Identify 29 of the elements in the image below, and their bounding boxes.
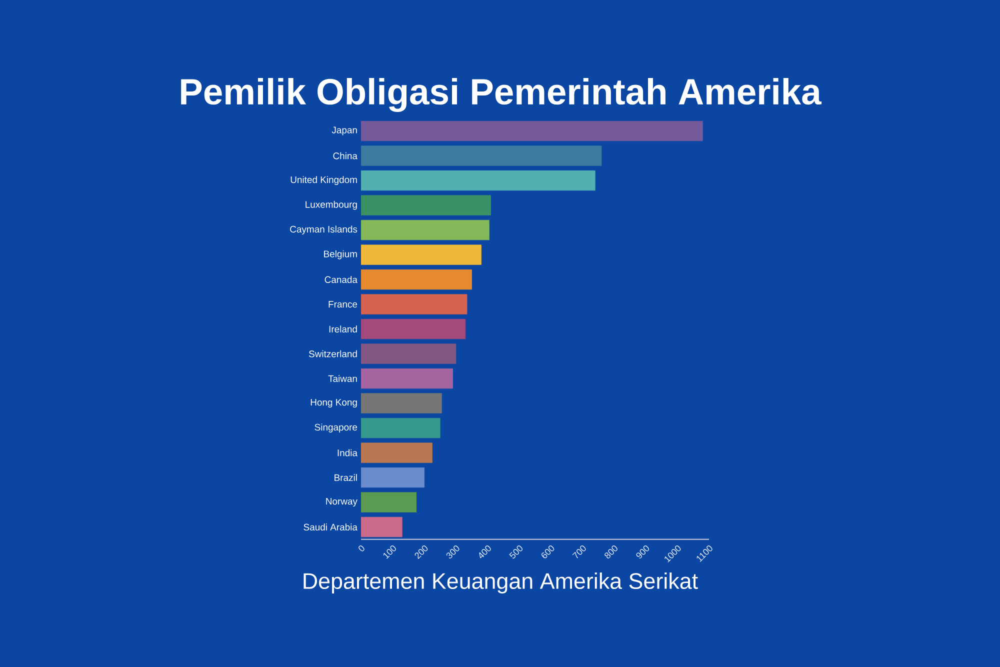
x-tick-label: 300 (446, 546, 460, 558)
chart-title: Pemilik Obligasi Pemerintah Amerika (181, 78, 822, 112)
y-tick-label: Brazil (334, 474, 357, 482)
x-tick-label: 0 (358, 546, 364, 552)
x-tick-label: 900 (636, 546, 650, 558)
y-tick-label: Ireland (329, 326, 357, 333)
x-tick-label: 400 (479, 546, 491, 558)
y-tick-label: Cayman Islands (290, 226, 358, 234)
y-tick-label: Taiwan (328, 375, 357, 382)
y-tick-label: United Kingdom (290, 176, 357, 185)
y-tick-label: Canada (324, 276, 358, 284)
x-tick-label: 800 (604, 546, 618, 558)
x-tick-label: 200 (414, 546, 428, 560)
x-tick-label: 600 (542, 546, 554, 558)
y-tick-label: Luxembourg (306, 200, 357, 210)
x-tick-label: 500 (509, 546, 523, 558)
y-tick-label: Singapore (314, 424, 358, 432)
y-tick-label: Switzerland (309, 350, 357, 358)
x-tick-label: 700 (572, 546, 586, 558)
x-tick-label: 100 (383, 546, 396, 559)
y-tick-label: Belgium (324, 250, 357, 260)
y-tick-label: France (328, 300, 358, 308)
y-tick-label: Japan (332, 126, 357, 136)
text: Departemen Keuangan Amerika Serikat (304, 572, 698, 594)
y-tick-label: Norway (326, 498, 358, 507)
y-tick-label: Hong Kong (310, 399, 357, 408)
y-tick-label: India (338, 449, 358, 456)
y-tick-label: Saudi Arabia (304, 524, 358, 531)
y-tick-label: China (333, 152, 358, 160)
